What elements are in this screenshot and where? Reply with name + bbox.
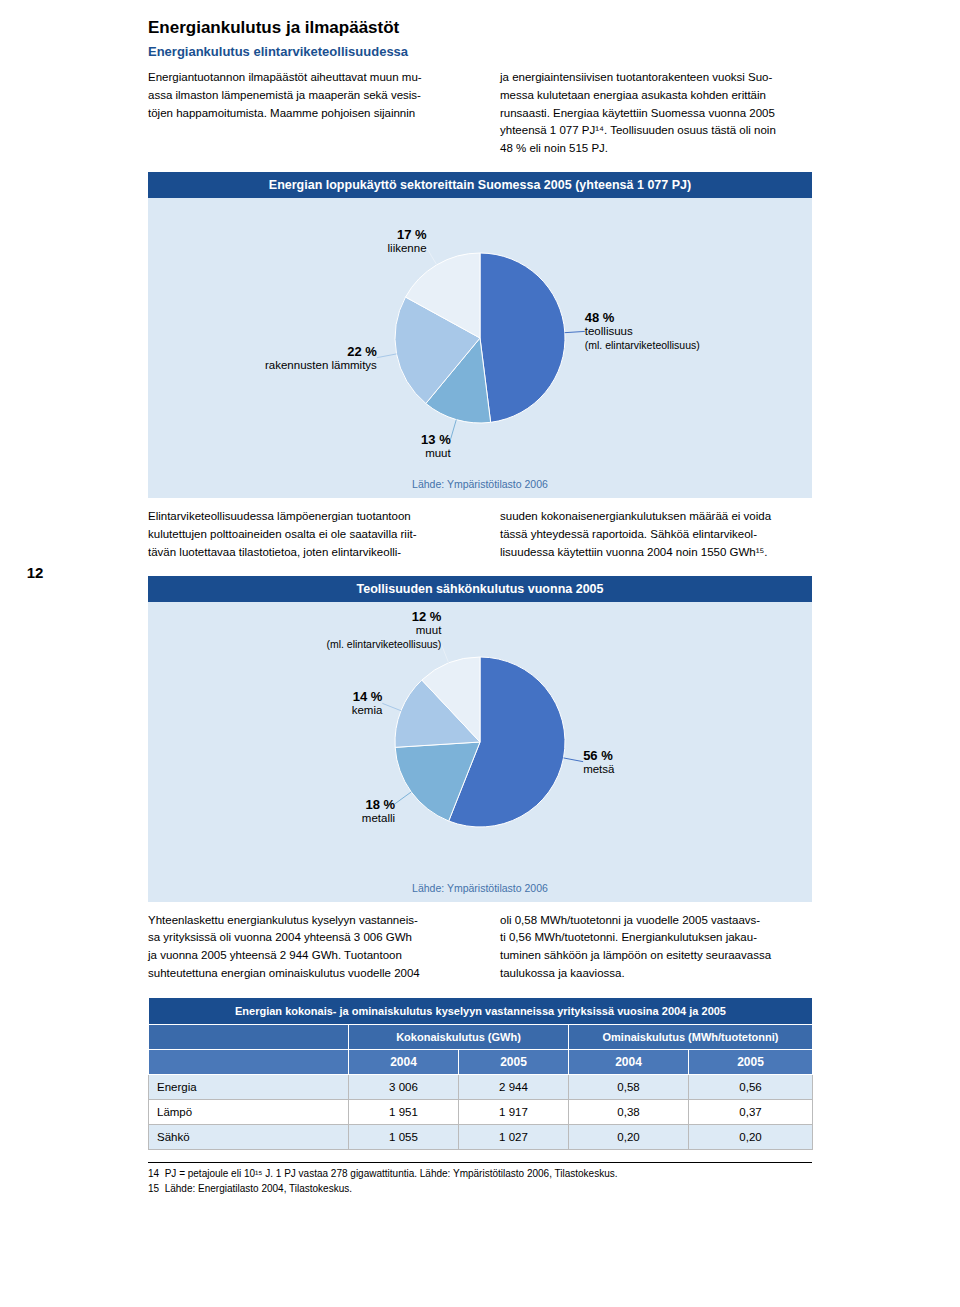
html-text:ja energiaintensiivisen tuotan: ja energiaintensiivisen tuotantorakentee… xyxy=(500,71,776,155)
html-text:3 006: 3 006 xyxy=(389,1080,418,1093)
html-text:14 PJ = petajoule eli 10¹⁵ J.: 14 PJ = petajoule eli 10¹⁵ J. 1 PJ vasta… xyxy=(148,1167,618,1179)
html-text:0,20: 0,20 xyxy=(617,1130,640,1143)
svg-text:12 %muut(ml. elintarviketeolli: 12 %muut(ml. elintarviketeollisuus) xyxy=(326,608,442,650)
html-text:Energian loppukäyttö sektoreit: Energian loppukäyttö sektoreittain Suome… xyxy=(268,178,692,193)
svg-text:22 %rakennusten lämmitys: 22 %rakennusten lämmitys xyxy=(265,343,377,371)
html-text:2004: 2004 xyxy=(390,1054,417,1069)
html-text:1 055: 1 055 xyxy=(389,1130,418,1143)
html-text:2005: 2005 xyxy=(500,1054,527,1069)
html-text:Energiankulutus elintarviketeo: Energiankulutus elintarviketeollisuudess… xyxy=(148,44,409,59)
html-text:15 Lähde: Energiatilasto 2004,: 15 Lähde: Energiatilasto 2004, Tilastoke… xyxy=(148,1182,352,1194)
svg-text:56 %metsä: 56 %metsä xyxy=(583,747,615,775)
html-text:Energian kokonais- ja ominaisk: Energian kokonais- ja ominaiskulutus kys… xyxy=(235,1004,726,1017)
html-text:suuden kokonaisenergiankulutuk: suuden kokonaisenergiankulutuksen määrää… xyxy=(500,510,772,558)
html-text:Energiankulutus ja ilmapäästöt: Energiankulutus ja ilmapäästöt xyxy=(148,18,400,37)
html-text:2 944: 2 944 xyxy=(499,1080,528,1093)
html-text:Lämpö: Lämpö xyxy=(157,1105,193,1118)
html-text:2004: 2004 xyxy=(615,1054,642,1069)
html-text:1 951: 1 951 xyxy=(389,1105,418,1118)
html-text:oli 0,58 MWh/tuotetonni ja vuo: oli 0,58 MWh/tuotetonni ja vuodelle 2005… xyxy=(500,913,772,979)
html-text:2005: 2005 xyxy=(737,1054,764,1069)
html-text:0,37: 0,37 xyxy=(739,1105,762,1118)
html-text:Kokonaiskulutus (GWh): Kokonaiskulutus (GWh) xyxy=(396,1030,521,1043)
html-text:1 917: 1 917 xyxy=(499,1105,528,1118)
html-text:0,38: 0,38 xyxy=(617,1105,640,1118)
html-text:Ominaiskulutus (MWh/tuotetonni: Ominaiskulutus (MWh/tuotetonni) xyxy=(602,1030,779,1043)
html-text:0,20: 0,20 xyxy=(739,1130,762,1143)
html-text:Teollisuuden sähkönkulutus vuo: Teollisuuden sähkönkulutus vuonna 2005 xyxy=(356,581,604,596)
html-text:0,58: 0,58 xyxy=(617,1080,640,1093)
svg-text:14 %kemia: 14 %kemia xyxy=(352,688,383,716)
svg-text:17 %liikenne: 17 %liikenne xyxy=(388,226,427,254)
html-text:0,56: 0,56 xyxy=(739,1080,762,1093)
html-text:12: 12 xyxy=(26,563,44,581)
html-text:Energia: Energia xyxy=(157,1080,197,1093)
html-text:Elintarviketeollisuudessa lämp: Elintarviketeollisuudessa lämpöenergian … xyxy=(148,510,417,558)
svg-text:18 %metalli: 18 %metalli xyxy=(362,796,396,824)
html-text:Energiantuotannon ilmapäästöt: Energiantuotannon ilmapäästöt aiheuttava… xyxy=(148,71,422,119)
html-text:1 027: 1 027 xyxy=(499,1130,528,1143)
html-text:Yhteenlaskettu energiankulutus: Yhteenlaskettu energiankulutus kyselyyn … xyxy=(148,913,420,979)
html-text:Sähkö: Sähkö xyxy=(157,1130,190,1143)
html-text:Lähde: Ympäristötilasto 2006: Lähde: Ympäristötilasto 2006 xyxy=(412,881,548,894)
html-text:Lähde: Ympäristötilasto 2006: Lähde: Ympäristötilasto 2006 xyxy=(412,478,548,491)
svg-text:13 %muut: 13 %muut xyxy=(421,431,451,459)
svg-text:48 %teollisuus(ml. elintarvike: 48 %teollisuus(ml. elintarviketeollisuus… xyxy=(585,310,700,352)
